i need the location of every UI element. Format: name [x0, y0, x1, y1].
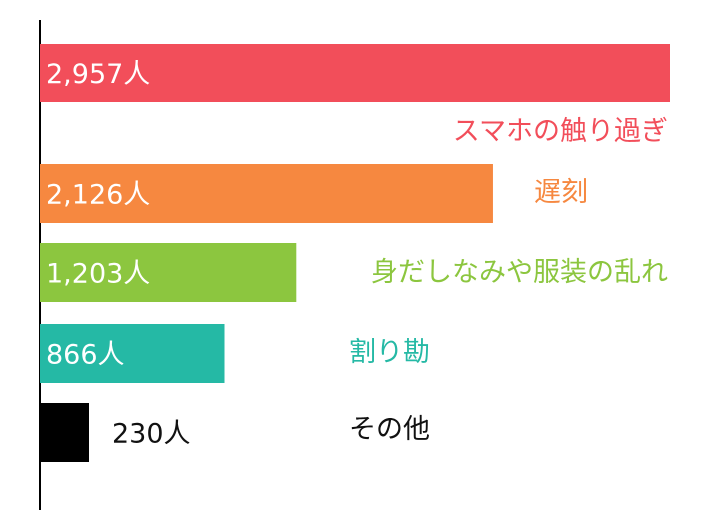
value-label: 2,957人: [46, 59, 150, 90]
bar: [40, 324, 225, 383]
bar: [40, 243, 297, 302]
value-label: 1,203人: [46, 259, 150, 290]
bar: [40, 164, 493, 223]
category-label: スマホの触り過ぎ: [453, 116, 668, 147]
category-label: その他: [349, 414, 430, 445]
bar: [40, 44, 670, 102]
category-label: 身だしなみや服装の乱れ: [371, 257, 668, 288]
value-label: 230人: [112, 419, 191, 450]
value-label: 866人: [46, 340, 125, 371]
category-label: 遅刻: [534, 177, 588, 208]
value-label: 2,126人: [46, 180, 150, 211]
category-label: 割り勘: [349, 337, 430, 368]
bar: [40, 403, 90, 462]
